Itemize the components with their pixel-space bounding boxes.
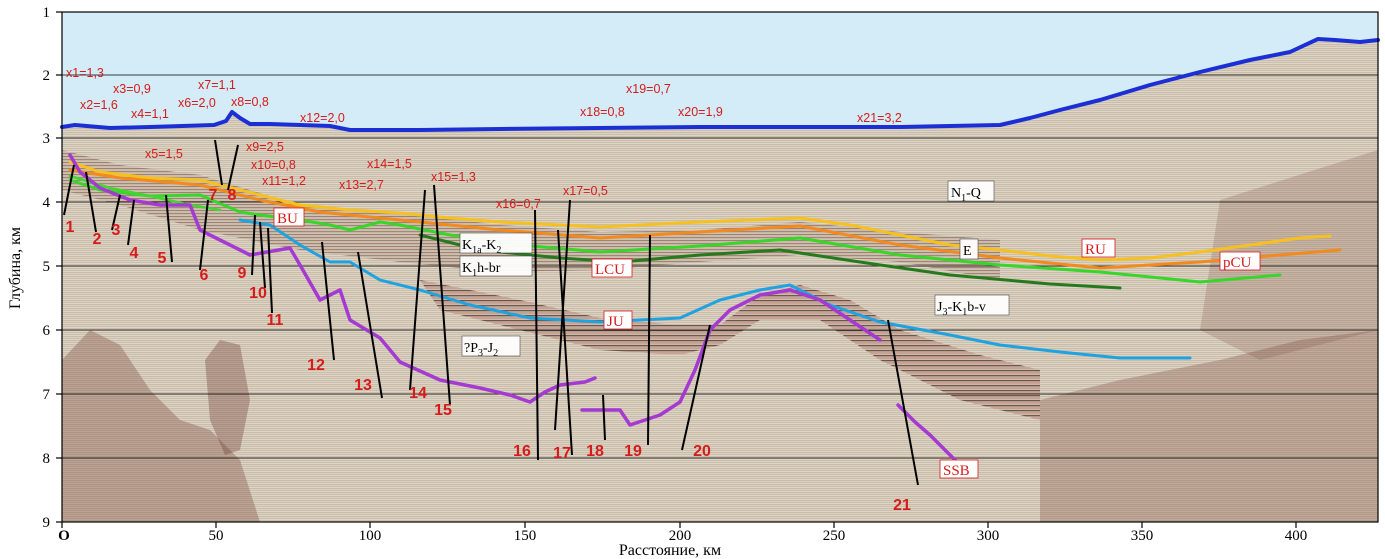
ratio-x19: x19=0,7 xyxy=(626,82,671,96)
y-axis-title: Глубина, км xyxy=(7,227,24,309)
fault-number-13: 13 xyxy=(354,377,372,394)
fault-number-7: 7 xyxy=(209,187,218,204)
JU-horizon xyxy=(238,218,1192,360)
fault-number-20: 20 xyxy=(693,443,711,460)
fault-number-8: 8 xyxy=(228,187,237,204)
fault-number-3: 3 xyxy=(112,222,121,239)
unit-K1h-br: K1h-br xyxy=(462,261,501,279)
fault-number-11: 11 xyxy=(267,312,284,329)
fault-number-4: 4 xyxy=(130,245,139,262)
horizons xyxy=(60,37,1380,472)
ratio-x21: x21=3,2 xyxy=(857,111,902,125)
x-tick-400: 400 xyxy=(1285,528,1308,544)
label-SSB: SSB xyxy=(943,463,970,479)
fault-number-2: 2 xyxy=(93,231,102,248)
y-tick-1: 1 xyxy=(43,5,51,21)
seafloor-horizon xyxy=(60,37,1380,132)
unit-J3-K1b-v: J3-K1b-v xyxy=(937,300,986,318)
fault-number-16: 16 xyxy=(513,443,531,460)
horizon-labels: BU LCU JU RU pCU SSB xyxy=(273,207,1261,479)
fault-number-14: 14 xyxy=(409,385,427,402)
ratio-x3: x3=0,9 xyxy=(113,82,151,96)
ratio-x17: x17=0,5 xyxy=(563,184,608,198)
ratio-x7: x7=1,1 xyxy=(198,78,236,92)
seismic-image xyxy=(62,12,1378,522)
label-JU: JU xyxy=(607,314,624,330)
axis-ticks xyxy=(56,11,1297,528)
unit-P3-J2: ?P3-J2 xyxy=(464,341,498,359)
y-tick-2: 2 xyxy=(43,68,51,84)
fault-numbers: 1 2 3 4 5 6 7 8 9 10 11 12 13 14 15 16 1… xyxy=(66,187,911,514)
ratio-x10: x10=0,8 xyxy=(251,158,296,172)
ratio-x2: x2=1,6 xyxy=(80,98,118,112)
fault-number-15: 15 xyxy=(434,402,452,419)
y-tick-6: 6 xyxy=(43,323,51,339)
label-pCU: pCU xyxy=(1223,255,1252,271)
y-tick-labels: 1 2 3 4 5 6 7 8 9 xyxy=(43,5,51,531)
y-tick-7: 7 xyxy=(43,387,51,403)
ratio-x5: x5=1,5 xyxy=(145,147,183,161)
fault-number-19: 19 xyxy=(624,443,642,460)
fault-number-9: 9 xyxy=(238,265,247,282)
fault-number-12: 12 xyxy=(307,357,325,374)
x-tick-150: 150 xyxy=(514,528,537,544)
x-tick-200: 200 xyxy=(669,528,692,544)
fault-number-1: 1 xyxy=(66,219,75,236)
fault-number-18: 18 xyxy=(586,443,604,460)
unit-E: E xyxy=(963,244,972,259)
x-tick-50: 50 xyxy=(209,528,224,544)
x-axis-title: Расстояние, км xyxy=(619,542,721,559)
depth-grid xyxy=(62,74,1378,459)
ratio-x15: x15=1,3 xyxy=(431,170,476,184)
fault-number-21: 21 xyxy=(893,497,911,514)
ratio-x11: x11=1,2 xyxy=(262,174,306,188)
x-tick-0: O xyxy=(58,528,70,544)
ratio-x8: x8=0,8 xyxy=(231,95,269,109)
unit-N1-Q: N1-Q xyxy=(951,186,981,204)
ratio-x20: x20=1,9 xyxy=(678,105,723,119)
fault-number-17: 17 xyxy=(553,445,571,462)
label-BU: BU xyxy=(277,211,298,227)
x-tick-labels: O 50 100 150 200 250 300 350 400 xyxy=(58,528,1307,544)
ratio-x1: x1=1,3 xyxy=(66,66,104,80)
ratio-x14: x14=1,5 xyxy=(367,157,412,171)
faults xyxy=(63,139,919,486)
RU-horizon xyxy=(68,160,1332,262)
y-tick-9: 9 xyxy=(43,515,51,531)
x-tick-100: 100 xyxy=(359,528,382,544)
y-tick-5: 5 xyxy=(43,259,51,275)
y-tick-8: 8 xyxy=(43,451,51,467)
ratio-x18: x18=0,8 xyxy=(580,105,625,119)
plot-frame xyxy=(61,11,1379,523)
ratio-x16: x16=0,7 xyxy=(496,197,541,211)
unit-K1a-K2: K1a-K2 xyxy=(462,238,501,256)
label-RU: RU xyxy=(1085,242,1106,258)
water-column xyxy=(62,12,1378,130)
y-tick-4: 4 xyxy=(43,195,51,211)
ratio-x9: x9=2,5 xyxy=(246,140,284,154)
y-tick-3: 3 xyxy=(43,131,51,147)
ratio-annotations: x1=1,3 x2=1,6 x3=0,9 x4=1,1 x5=1,5 x6=2,… xyxy=(66,66,902,211)
fault-number-6: 6 xyxy=(200,267,209,284)
fault-number-5: 5 xyxy=(158,250,167,267)
x-tick-250: 250 xyxy=(823,528,846,544)
unit-labels: N1-Q K1a-K2 K1h-br E J3-K1b-v ?P3-J2 xyxy=(459,180,1010,359)
ratio-x4: x4=1,1 xyxy=(131,107,169,121)
label-LCU: LCU xyxy=(595,262,625,278)
x-tick-300: 300 xyxy=(977,528,1000,544)
ratio-x13: x13=2,7 xyxy=(339,178,384,192)
pCU-horizon xyxy=(68,178,1282,284)
x-tick-350: 350 xyxy=(1131,528,1154,544)
fault-number-10: 10 xyxy=(249,285,267,302)
ratio-x6: x6=2,0 xyxy=(178,96,216,110)
ratio-x12: x12=2,0 xyxy=(300,111,345,125)
